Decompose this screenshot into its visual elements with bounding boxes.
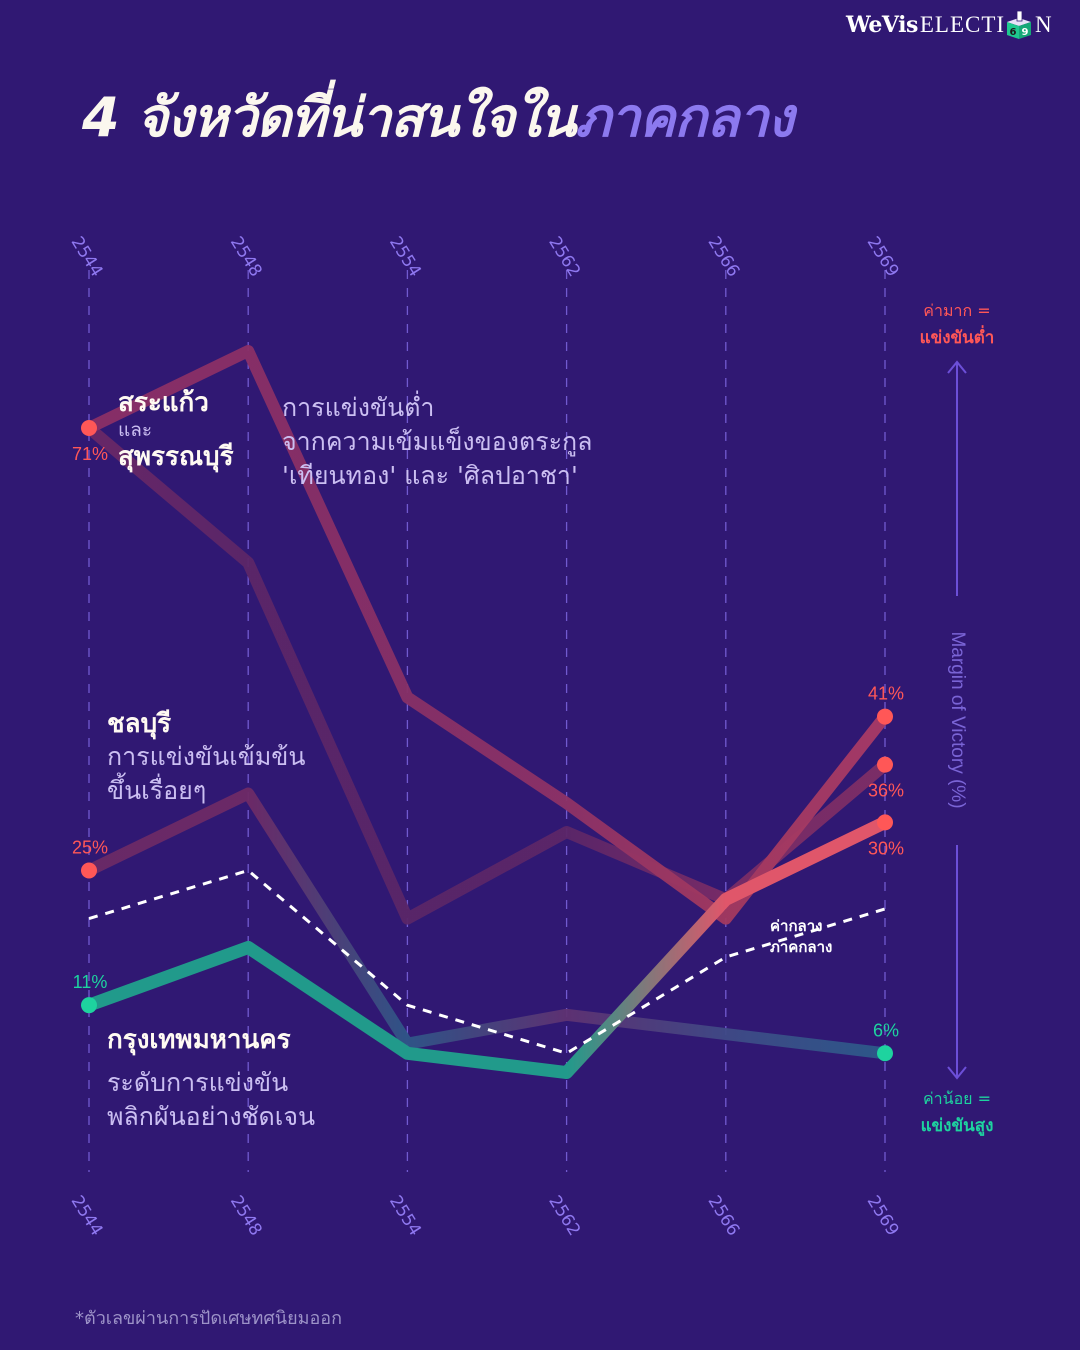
x-tick-label-bottom: 2569 <box>863 1192 903 1239</box>
x-tick-label-top: 2569 <box>863 233 903 280</box>
data-label: 71% <box>72 444 108 464</box>
data-label: 6% <box>873 1020 899 1040</box>
average-line-label: ค่ากลาง ภาคกลาง <box>770 916 832 958</box>
x-tick-label-bottom: 2562 <box>544 1192 584 1239</box>
svg-text:9: 9 <box>1022 27 1029 38</box>
desc-line: 'เทียนทอง' และ 'ศิลปอาชา' <box>282 461 578 490</box>
data-label-layer: 71% 25% 11% 41% 36% 30% 6% <box>72 444 904 1040</box>
y-axis-legend: ค่ามาก = แข่งขันต่ำ Margin of Victory (%… <box>920 301 995 1137</box>
y-axis-title: Margin of Victory (%) <box>947 631 968 808</box>
low-value-meaning: แข่งขันสูง <box>921 1116 994 1137</box>
annotation-sakaeo-suphanburi-desc: การแข่งขันต่ำ จากความเข้มแข็งของตระกูล '… <box>282 391 593 493</box>
logo-n-text: N <box>1035 12 1053 37</box>
x-tick-label-top: 2554 <box>385 233 425 280</box>
conjunction-text: และ <box>118 419 153 441</box>
svg-text:6: 6 <box>1010 27 1017 38</box>
x-tick-label-bottom: 2554 <box>385 1192 425 1239</box>
arrow-up-icon <box>947 360 967 374</box>
x-tick-label-top: 2566 <box>703 233 743 280</box>
province-name: สุพรรณบุรี <box>118 442 234 472</box>
ballot-box-icon: 6 9 <box>1007 10 1032 39</box>
data-point-marker <box>877 814 893 831</box>
province-name: ชลบุรี <box>107 709 172 739</box>
data-point-marker <box>81 862 97 879</box>
x-tick-label-top: 2562 <box>544 233 584 280</box>
data-label: 25% <box>72 838 108 858</box>
x-tick-label-bottom: 2548 <box>226 1192 266 1239</box>
high-value-meaning: แข่งขันต่ำ <box>920 325 995 348</box>
province-name: สระแก้ว <box>118 388 209 418</box>
desc-line: พลิกผันอย่างชัดเจน <box>107 1102 316 1131</box>
x-tick-label-top: 2548 <box>226 233 266 280</box>
annotation-chonburi: ชลบุรี การแข่งขันเข้มข้น ขึ้นเรื่อยๆ <box>107 708 306 808</box>
desc-line: ระดับการแข่งขัน <box>107 1068 289 1097</box>
logo-wevis-text: WeVis <box>846 12 918 38</box>
desc-line: การแข่งขันต่ำ <box>282 393 435 422</box>
title-highlight: ภาคกลาง <box>575 86 794 149</box>
average-label-line: ค่ากลาง <box>770 917 823 935</box>
annotation-sakaeo-suphanburi: สระแก้ว และ สุพรรณบุรี <box>118 387 234 473</box>
high-value-caption: ค่ามาก = <box>923 301 990 320</box>
data-point-marker <box>81 419 97 436</box>
data-point-marker <box>877 708 893 725</box>
data-point-marker <box>81 997 97 1014</box>
data-label: 41% <box>868 684 904 704</box>
data-label: 11% <box>73 972 108 992</box>
series-line <box>83 421 891 925</box>
data-label: 36% <box>868 781 904 801</box>
average-line <box>88 869 886 1055</box>
desc-line: การแข่งขันเข้มข้น <box>107 742 306 771</box>
footnote: *ตัวเลขผ่านการปัดเศษทศนิยมออก <box>75 1308 343 1329</box>
title-main: 4 จังหวัดที่น่าสนใจใน <box>82 86 576 149</box>
x-tick-label-bottom: 2544 <box>67 1192 107 1239</box>
series-layer <box>82 345 892 1080</box>
logo-election-text: ELECTI <box>919 12 1006 37</box>
series-line <box>82 815 892 1080</box>
data-point-marker <box>877 756 893 773</box>
arrow-down-icon <box>947 1066 967 1080</box>
x-tick-label-top: 2544 <box>67 233 107 280</box>
page-title: 4 จังหวัดที่น่าสนใจในภาคกลาง <box>82 74 794 160</box>
x-tick-label-bottom: 2566 <box>703 1192 743 1239</box>
data-point-marker <box>877 1045 893 1062</box>
province-name: กรุงเทพมหานคร <box>107 1025 291 1055</box>
wevis-election-logo: WeVis ELECTI 6 9 N <box>846 8 1053 42</box>
annotation-bangkok: กรุงเทพมหานคร ระดับการแข่งขัน พลิกผันอย่… <box>107 1024 315 1134</box>
marker-layer <box>81 419 893 1062</box>
average-label-line: ภาคกลาง <box>770 938 833 956</box>
desc-line: ขึ้นเรื่อยๆ <box>107 776 207 805</box>
desc-line: จากความเข้มแข็งของตระกูล <box>282 427 593 456</box>
series-line <box>83 787 891 1060</box>
data-label: 30% <box>868 838 904 858</box>
low-value-caption: ค่าน้อย = <box>923 1089 991 1108</box>
